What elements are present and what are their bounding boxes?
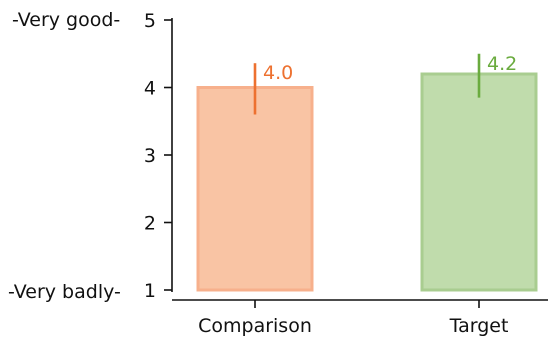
y-endpoint-label-top: -Very good-: [12, 9, 120, 31]
y-tick-label: 2: [144, 213, 156, 235]
y-tick-label: 1: [144, 280, 156, 302]
x-tick-label: Comparison: [198, 315, 312, 337]
y-tick-label: 5: [144, 10, 156, 32]
data-label: 4.0: [263, 62, 293, 84]
y-tick-label: 4: [144, 78, 156, 100]
y-ticks: 1 2 3 4 5: [144, 10, 172, 302]
x-ticks: Comparison Target: [198, 300, 508, 337]
y-endpoint-label-bottom: -Very badly-: [8, 281, 121, 303]
y-tick-label: 3: [144, 145, 156, 167]
bar: [196, 86, 314, 292]
bars: 4.0 4.2: [196, 53, 538, 292]
bar: [420, 72, 538, 292]
data-label: 4.2: [487, 53, 517, 75]
x-tick-label: Target: [449, 315, 509, 337]
